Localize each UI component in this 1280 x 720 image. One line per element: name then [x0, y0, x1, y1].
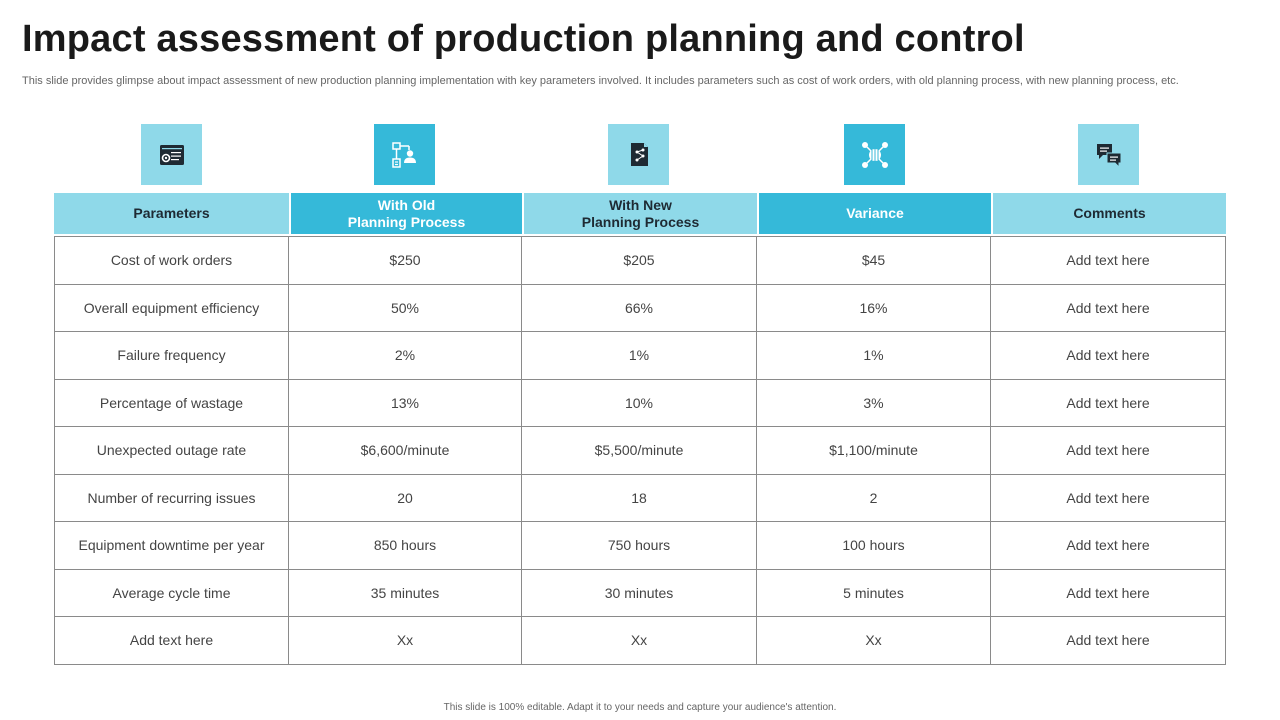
table-row: Number of recurring issues 20 18 2 Add t…	[54, 474, 1226, 522]
page-subtitle: This slide provides glimpse about impact…	[22, 75, 1179, 87]
table-row: Overall equipment efficiency 50% 66% 16%…	[54, 284, 1226, 332]
cell-parameter: Cost of work orders	[54, 236, 289, 285]
header-old-process: With Old Planning Process	[289, 193, 522, 236]
cell-comment: Add text here	[991, 284, 1226, 332]
cell-variance: 3%	[757, 379, 991, 427]
cell-old: 35 minutes	[289, 569, 522, 617]
footer-note: This slide is 100% editable. Adapt it to…	[443, 702, 837, 713]
cell-old: 20	[289, 474, 522, 522]
header-variance: Variance	[757, 193, 991, 236]
cell-old: 13%	[289, 379, 522, 427]
cell-old: 2%	[289, 332, 522, 380]
cell-parameter: Equipment downtime per year	[54, 522, 289, 570]
cell-comment: Add text here	[991, 427, 1226, 475]
cell-parameter: Unexpected outage rate	[54, 427, 289, 475]
table-row: Cost of work orders $250 $205 $45 Add te…	[54, 236, 1226, 285]
cell-old: 50%	[289, 284, 522, 332]
table-row: Percentage of wastage 13% 10% 3% Add tex…	[54, 379, 1226, 427]
cell-new: 66%	[522, 284, 757, 332]
icon-row	[0, 124, 1280, 185]
globe-network-icon	[844, 124, 905, 185]
cell-comment: Add text here	[991, 474, 1226, 522]
cell-parameter: Number of recurring issues	[54, 474, 289, 522]
cell-variance: Xx	[757, 617, 991, 665]
cell-comment: Add text here	[991, 569, 1226, 617]
cell-new: 1%	[522, 332, 757, 380]
cell-variance: $1,100/minute	[757, 427, 991, 475]
cell-parameter: Average cycle time	[54, 569, 289, 617]
cell-comment: Add text here	[991, 379, 1226, 427]
header-parameters: Parameters	[54, 193, 289, 236]
cell-old: Xx	[289, 617, 522, 665]
cell-variance: 16%	[757, 284, 991, 332]
cell-comment: Add text here	[991, 332, 1226, 380]
cell-comment: Add text here	[991, 617, 1226, 665]
table-row: Equipment downtime per year 850 hours 75…	[54, 522, 1226, 570]
process-flow-user-icon	[374, 124, 435, 185]
cell-old: $250	[289, 236, 522, 285]
page-title: Impact assessment of production planning…	[22, 18, 1025, 60]
cell-parameter: Add text here	[54, 617, 289, 665]
header-new-process: With New Planning Process	[522, 193, 757, 236]
cell-parameter: Percentage of wastage	[54, 379, 289, 427]
cell-new: 10%	[522, 379, 757, 427]
cell-old: $6,600/minute	[289, 427, 522, 475]
cell-variance: 5 minutes	[757, 569, 991, 617]
table-row: Average cycle time 35 minutes 30 minutes…	[54, 569, 1226, 617]
table-header-row: Parameters With Old Planning Process Wit…	[54, 193, 1226, 236]
cell-new: 750 hours	[522, 522, 757, 570]
cell-variance: 1%	[757, 332, 991, 380]
cell-variance: 100 hours	[757, 522, 991, 570]
cell-new: $205	[522, 236, 757, 285]
cell-parameter: Failure frequency	[54, 332, 289, 380]
cell-comment: Add text here	[991, 236, 1226, 285]
table-row: Unexpected outage rate $6,600/minute $5,…	[54, 427, 1226, 475]
document-network-icon	[608, 124, 669, 185]
header-comments: Comments	[991, 193, 1226, 236]
cell-variance: $45	[757, 236, 991, 285]
dashboard-settings-icon	[141, 124, 202, 185]
table-row: Add text here Xx Xx Xx Add text here	[54, 617, 1226, 665]
cell-variance: 2	[757, 474, 991, 522]
table-row: Failure frequency 2% 1% 1% Add text here	[54, 332, 1226, 380]
cell-new: Xx	[522, 617, 757, 665]
cell-new: $5,500/minute	[522, 427, 757, 475]
cell-new: 30 minutes	[522, 569, 757, 617]
cell-comment: Add text here	[991, 522, 1226, 570]
cell-old: 850 hours	[289, 522, 522, 570]
impact-table: Parameters With Old Planning Process Wit…	[54, 193, 1226, 665]
chat-bubbles-icon	[1078, 124, 1139, 185]
cell-new: 18	[522, 474, 757, 522]
cell-parameter: Overall equipment efficiency	[54, 284, 289, 332]
